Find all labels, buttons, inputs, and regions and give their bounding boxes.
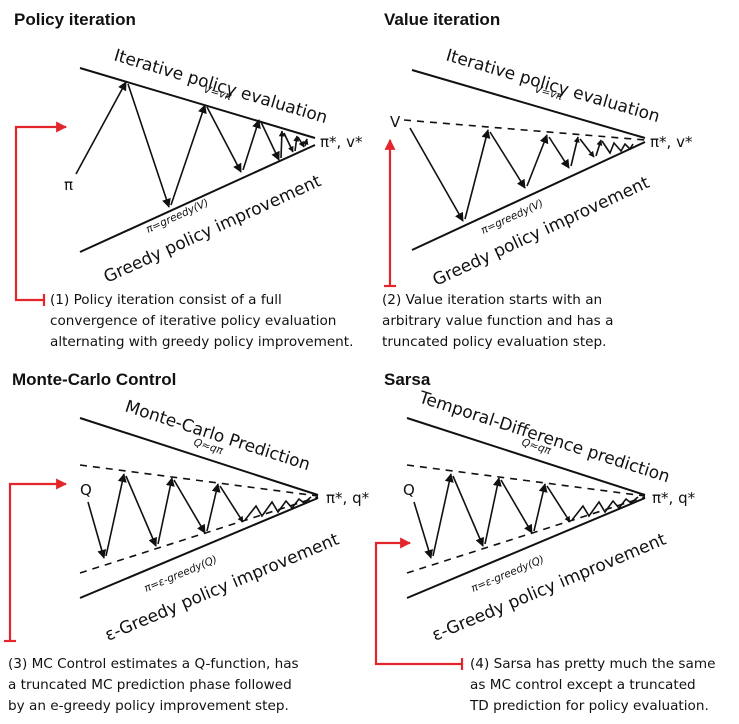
eval-arrow — [293, 135, 300, 152]
prediction-line — [406, 417, 646, 496]
eval-arrow — [595, 139, 603, 157]
improve-arrow — [125, 475, 157, 547]
callout-connector-3 — [8, 478, 68, 641]
eval-arrow — [484, 477, 502, 545]
improve-arrow — [173, 479, 206, 534]
converging-zigzag — [601, 140, 634, 155]
eval-arrow — [157, 477, 175, 545]
evaluation-line — [411, 69, 646, 139]
improvement-line — [411, 141, 646, 251]
evaluation-label: Iterative policy evaluation — [444, 46, 662, 127]
improve-arrow — [548, 136, 570, 169]
optimum-label: π*, q* — [652, 489, 696, 507]
policy-iteration-title: Policy iteration — [14, 10, 136, 29]
eval-arrow — [105, 473, 127, 557]
truncated-prediction-line — [406, 464, 646, 497]
start-symbol: π — [64, 176, 73, 194]
value-iteration-title: Value iteration — [384, 10, 501, 29]
improve-arrow — [413, 501, 433, 559]
caption-sarsa: (4) Sarsa has pretty much the same as MC… — [470, 656, 716, 714]
improve-arrow — [546, 485, 571, 523]
improve-arrow — [579, 138, 595, 158]
eval-arrow — [526, 134, 549, 187]
mc-control-panel: Monte-Carlo Prediction Q≈qπ ε-Greedy pol… — [79, 397, 370, 646]
truncated-improvement-line — [79, 496, 319, 574]
improve-arrow — [260, 121, 280, 161]
improve-arrow — [127, 83, 171, 208]
improvement-line — [406, 497, 646, 599]
optimum-label: π*, q* — [326, 489, 370, 507]
eval-arrow — [170, 104, 207, 206]
improvement-label: ε-Greedy policy improvement — [102, 529, 342, 645]
improvement-label: ε-Greedy policy improvement — [429, 529, 669, 645]
converging-zigzag — [244, 496, 312, 521]
eval-arrow — [302, 138, 309, 147]
optimum-label: π*, v* — [650, 133, 693, 151]
improve-arrow — [219, 485, 244, 523]
improvement-line — [79, 144, 316, 253]
mc-control-title: Monte-Carlo Control — [12, 370, 177, 389]
caption-value-iteration: (2) Value iteration starts with an arbit… — [382, 292, 614, 350]
truncated-prediction-line — [79, 464, 319, 497]
truncated-improvement-line — [406, 496, 646, 574]
eval-arrow — [75, 81, 127, 175]
policy-iteration-panel: Iterative policy evaluation V=vπ Greedy … — [64, 46, 363, 288]
eval-arrow — [206, 483, 221, 532]
callout-connector-4 — [374, 537, 462, 666]
improve-arrow — [500, 479, 533, 534]
converging-zigzag — [571, 496, 639, 521]
truncated-evaluation-line — [403, 119, 646, 141]
eval-arrow — [464, 129, 491, 220]
improve-arrow — [206, 106, 242, 173]
prediction-line — [79, 417, 319, 496]
optimum-label: π*, v* — [320, 133, 363, 151]
value-iteration-panel: Iterative policy evaluation V=vπ Greedy … — [390, 46, 693, 291]
eval-arrow — [570, 136, 580, 167]
sarsa-title: Sarsa — [384, 370, 431, 389]
improve-arrow — [489, 131, 526, 189]
improve-arrow — [409, 127, 464, 222]
caption-mc-control: (3) MC Control estimates a Q-function, h… — [8, 656, 299, 714]
start-symbol: V — [390, 113, 401, 131]
eval-arrow — [533, 483, 548, 532]
evaluation-line — [79, 67, 316, 139]
improvement-line — [79, 497, 319, 599]
improve-arrow — [297, 136, 305, 148]
improve-arrow — [283, 132, 294, 153]
eval-arrow — [432, 473, 454, 557]
caption-policy-iteration: (1) Policy iteration consist of a full c… — [50, 292, 354, 350]
sarsa-panel: Temporal-Difference prediction Q≈qπ ε-Gr… — [403, 387, 696, 645]
eval-arrow — [278, 130, 285, 159]
eval-arrow — [242, 119, 261, 171]
start-symbol: Q — [80, 481, 92, 499]
start-symbol: Q — [403, 481, 415, 499]
improve-arrow — [452, 475, 484, 547]
prediction-label: Temporal-Difference prediction — [416, 387, 673, 487]
improvement-label: Greedy policy improvement — [101, 171, 325, 287]
callout-connector-1 — [14, 121, 68, 302]
improve-arrow — [87, 501, 107, 559]
